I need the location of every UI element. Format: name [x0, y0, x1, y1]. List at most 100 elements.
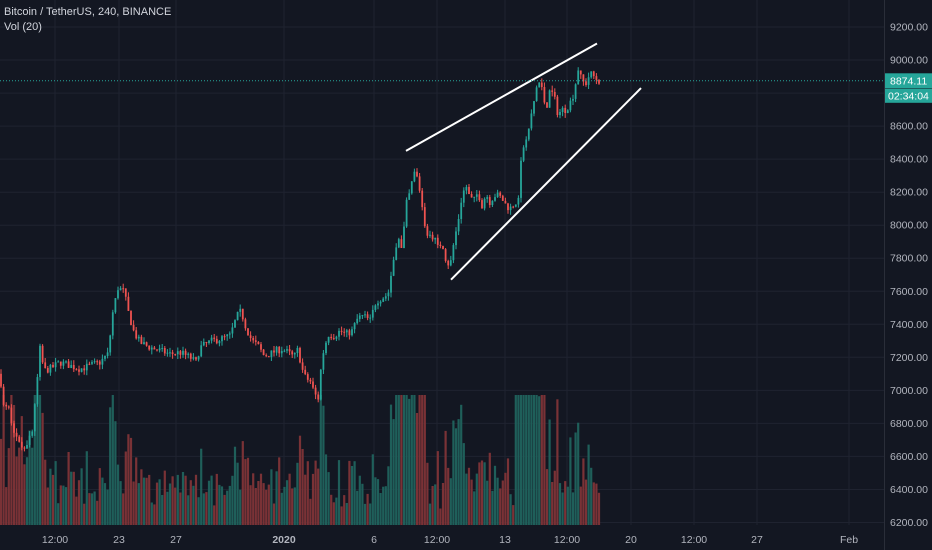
candle-body [374, 305, 377, 310]
time-axis[interactable]: 12:00 23 27 2020 6 12:00 13 12:00 20 12:00 27 Feb [42, 534, 858, 546]
volume-bar [184, 475, 187, 525]
candle-body [18, 436, 21, 442]
candle-body [236, 311, 239, 321]
volume-bar [163, 470, 166, 525]
candle-body [327, 336, 330, 343]
candle-body [312, 381, 314, 388]
volume-bar [44, 459, 47, 525]
price-tick-label: 8400.00 [890, 154, 928, 166]
volume-bar [454, 428, 458, 525]
candle-body [44, 362, 47, 368]
candle-body [548, 90, 551, 108]
volume-bar [473, 491, 476, 525]
candle-body [481, 200, 483, 209]
candle-body [70, 365, 73, 368]
volume-bar [532, 395, 536, 525]
candle-body [244, 319, 247, 329]
volume-bar [314, 460, 317, 525]
candle-body [514, 204, 517, 207]
candle-body [569, 100, 572, 111]
volume-bar [272, 503, 276, 525]
volume-bar [343, 495, 346, 525]
volume-bar [311, 473, 315, 525]
chart-legend[interactable]: Bitcoin / TetherUS, 240, BINANCE Vol (20… [4, 5, 171, 35]
candle-body [595, 76, 598, 80]
candle-body [85, 363, 88, 371]
volume-bar [10, 395, 13, 525]
volume-bar [379, 493, 382, 525]
volume-bar [67, 452, 70, 525]
candle-body [572, 99, 574, 101]
volume-bar [317, 468, 320, 525]
volume-bar [335, 497, 338, 525]
candle-body [262, 349, 265, 355]
candle-body [551, 90, 554, 92]
lower-trendline[interactable] [450, 87, 642, 281]
volume-bar [57, 503, 60, 525]
volume-bar [38, 395, 42, 525]
volume-bar [488, 452, 491, 525]
candle-body [0, 373, 2, 387]
volume-bar [171, 476, 174, 525]
candle-body [26, 445, 28, 449]
volume-bar [262, 483, 265, 525]
volume-bar [337, 460, 341, 525]
candle-body [179, 351, 182, 355]
candle-body [410, 181, 413, 194]
price-axis[interactable]: 9200.009000.008800.008600.008400.008200.… [890, 22, 928, 530]
candle-body [533, 101, 535, 114]
candle-body [169, 352, 171, 354]
volume-bar [298, 435, 302, 525]
candle-body [426, 226, 429, 236]
candle-body [221, 336, 223, 342]
volume-bar [267, 484, 270, 525]
volume-bar [98, 468, 101, 525]
candle-body [83, 368, 86, 371]
volume-bar [280, 492, 283, 525]
volume-bar [15, 456, 18, 525]
candle-body [449, 260, 452, 266]
candle-body [109, 335, 112, 353]
symbol-title[interactable]: Bitcoin / TetherUS, 240, BINANCE [4, 6, 172, 18]
volume-bar [285, 480, 289, 525]
candle-body [496, 192, 499, 198]
time-tick-label: 12:00 [42, 534, 68, 546]
candle-body [371, 309, 374, 318]
volume-bar [590, 467, 593, 525]
volume-bar [304, 474, 307, 525]
volume-bar [278, 457, 281, 525]
candle-body [293, 353, 296, 355]
candle-body [137, 336, 140, 339]
volume-bar [447, 467, 450, 525]
volume-bar [194, 474, 198, 525]
candle-body [483, 198, 486, 209]
volume-histogram [0, 395, 601, 525]
volume-bar [324, 454, 328, 525]
volume-bar [462, 443, 465, 525]
volume-bar [122, 493, 125, 525]
volume-bar [296, 462, 299, 525]
volume-bar [18, 447, 21, 525]
candle-body [135, 330, 138, 339]
volume-bar [374, 477, 377, 525]
candle-body [15, 432, 18, 437]
volume-bar [371, 454, 374, 525]
grid [0, 0, 884, 525]
candle-body [5, 404, 8, 407]
volume-bar [486, 480, 489, 525]
candle-body [200, 345, 203, 357]
last-price-label: 8874.11 [890, 75, 927, 87]
volume-bar [226, 490, 229, 525]
volume-bar [421, 395, 424, 525]
volume-indicator-label[interactable]: Vol (20) [4, 21, 42, 33]
candle-body [462, 190, 465, 203]
volume-bar [564, 481, 567, 525]
candle-body [332, 338, 335, 340]
upper-trendline[interactable] [405, 42, 598, 152]
trendline-channel[interactable] [405, 42, 642, 281]
volume-bar [168, 483, 172, 525]
candle-body [197, 356, 200, 360]
volume-bar [553, 470, 556, 525]
candle-body [93, 361, 96, 363]
